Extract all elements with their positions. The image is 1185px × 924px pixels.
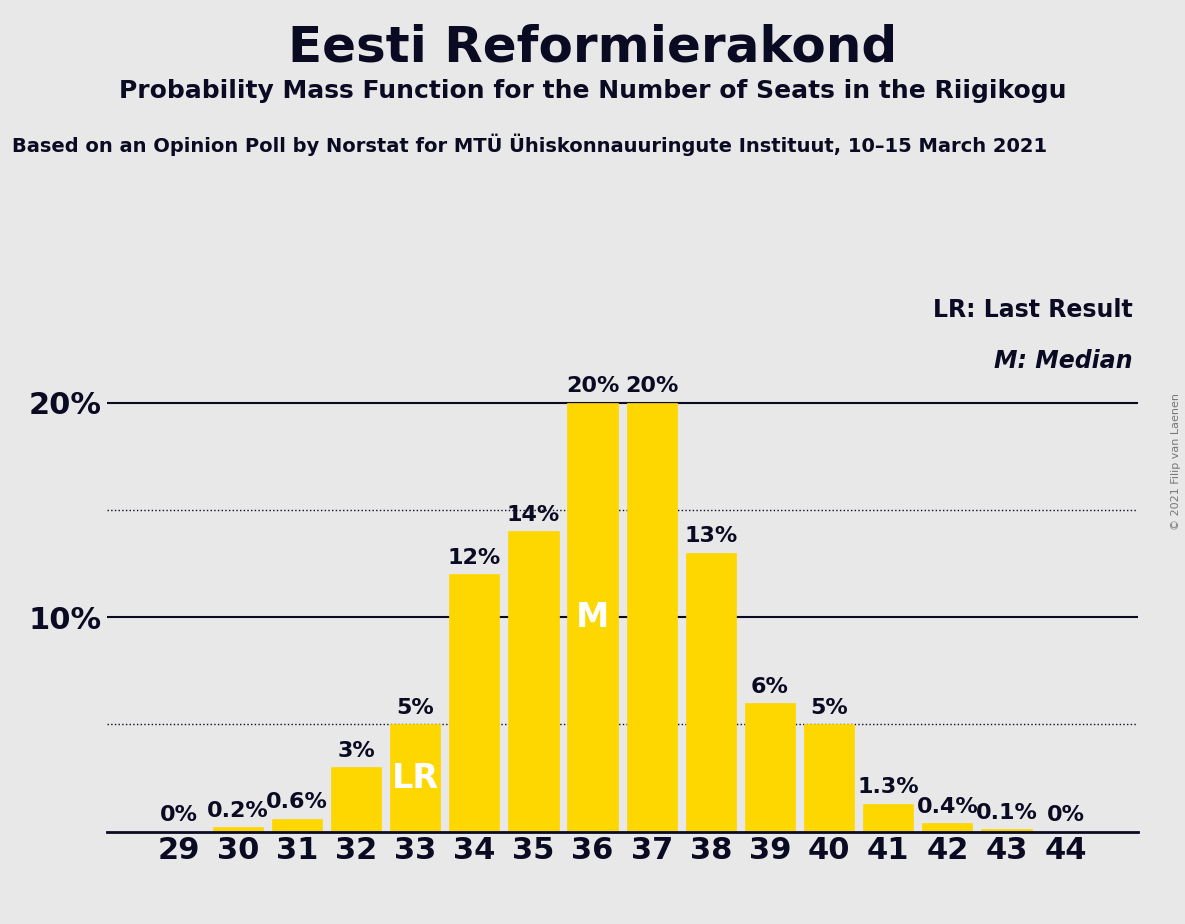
Bar xyxy=(686,553,736,832)
Bar xyxy=(390,724,441,832)
Bar xyxy=(803,724,854,832)
Bar xyxy=(568,403,617,832)
Text: 12%: 12% xyxy=(448,548,501,568)
Text: 5%: 5% xyxy=(811,698,848,718)
Bar xyxy=(271,819,322,832)
Text: 6%: 6% xyxy=(751,676,789,697)
Text: 14%: 14% xyxy=(507,505,561,525)
Bar xyxy=(627,403,677,832)
Text: 13%: 13% xyxy=(684,527,737,546)
Bar xyxy=(922,823,973,832)
Text: 3%: 3% xyxy=(338,741,374,760)
Bar xyxy=(508,531,558,832)
Text: 20%: 20% xyxy=(566,376,620,396)
Text: 0%: 0% xyxy=(160,805,198,825)
Bar xyxy=(449,575,499,832)
Bar xyxy=(981,830,1032,832)
Text: 1.3%: 1.3% xyxy=(858,777,920,797)
Text: M: M xyxy=(576,601,609,634)
Bar xyxy=(212,827,263,832)
Text: Eesti Reformierakond: Eesti Reformierakond xyxy=(288,23,897,71)
Text: Based on an Opinion Poll by Norstat for MTÜ Ühiskonnauuringute Instituut, 10–15 : Based on an Opinion Poll by Norstat for … xyxy=(12,134,1048,156)
Bar xyxy=(863,804,914,832)
Text: 0.1%: 0.1% xyxy=(975,803,1037,823)
Text: LR: LR xyxy=(391,761,438,795)
Text: Probability Mass Function for the Number of Seats in the Riigikogu: Probability Mass Function for the Number… xyxy=(118,79,1066,103)
Text: 0%: 0% xyxy=(1046,805,1084,825)
Text: 0.6%: 0.6% xyxy=(265,792,328,812)
Bar xyxy=(331,767,382,832)
Text: 20%: 20% xyxy=(624,376,678,396)
Text: LR: Last Result: LR: Last Result xyxy=(933,298,1133,322)
Bar xyxy=(745,703,795,832)
Text: M: Median: M: Median xyxy=(994,349,1133,373)
Text: © 2021 Filip van Laenen: © 2021 Filip van Laenen xyxy=(1172,394,1181,530)
Text: 5%: 5% xyxy=(396,698,434,718)
Text: 0.2%: 0.2% xyxy=(207,801,269,821)
Text: 0.4%: 0.4% xyxy=(916,796,979,817)
